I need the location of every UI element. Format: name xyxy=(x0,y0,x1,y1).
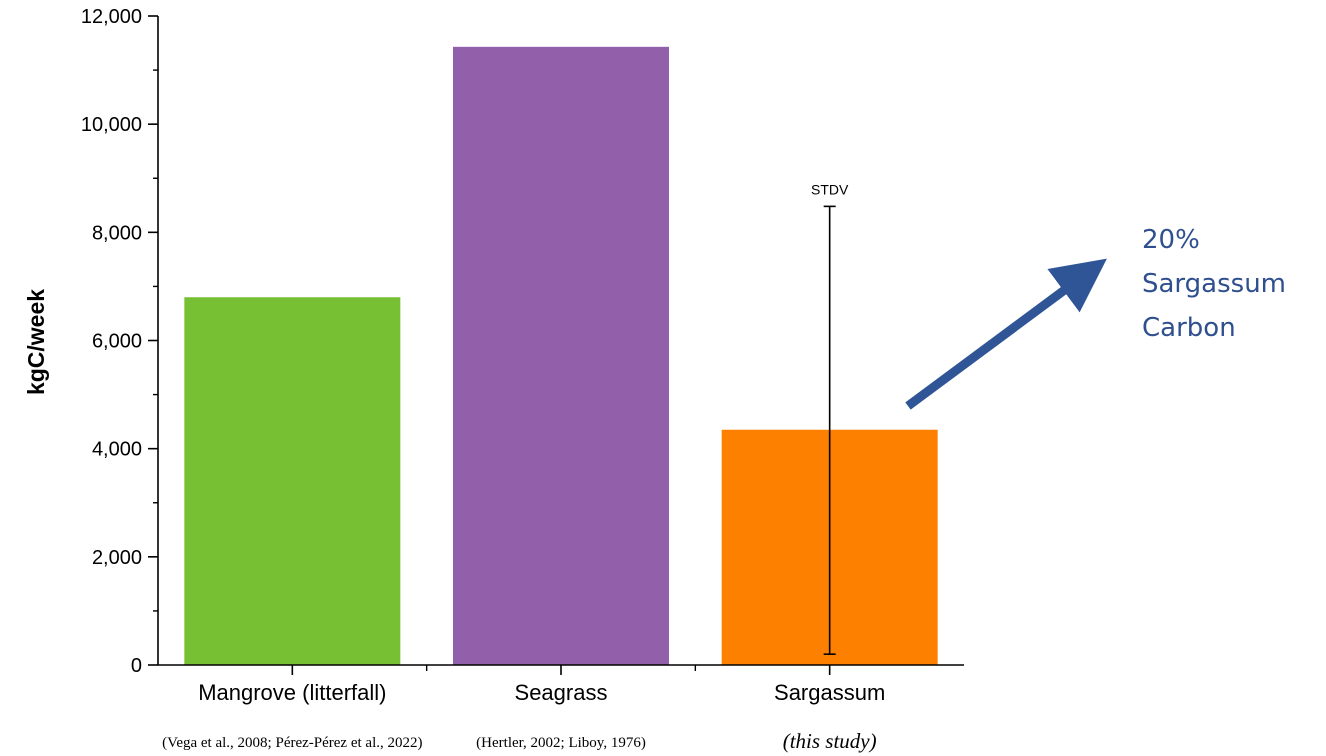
y-ticks-group: 0 2,000 4,000 6,000 8,000 10,000 12,000 xyxy=(81,6,158,677)
y-tick-label: 10,000 xyxy=(81,114,142,136)
source-label-seagrass: (Hertler, 2002; Liboy, 1976) xyxy=(476,735,646,751)
x-ticks-group xyxy=(291,665,831,675)
y-tick-label: 4,000 xyxy=(92,439,142,461)
y-tick-label: 12,000 xyxy=(81,6,142,28)
y-axis-label: kgC/week xyxy=(23,289,49,395)
annotation-line-1: 20% xyxy=(1142,225,1200,255)
bar-mangrove-litterfall xyxy=(184,297,401,665)
bar-seagrass xyxy=(453,46,669,665)
y-tick-label: 8,000 xyxy=(92,222,142,244)
bars-group xyxy=(184,46,938,665)
error-bar-label: STDV xyxy=(811,181,849,197)
category-label-seagrass: Seagrass xyxy=(515,680,608,705)
y-tick-label: 2,000 xyxy=(92,547,142,569)
source-label-mangrove: (Vega et al., 2008; Pérez-Pérez et al., … xyxy=(162,735,422,751)
arrow-icon xyxy=(905,258,1107,410)
category-label-sargassum: Sargassum xyxy=(774,680,885,705)
error-bar: STDV xyxy=(811,181,849,655)
y-tick-label: 6,000 xyxy=(92,331,142,353)
annotation-line-3: Carbon xyxy=(1142,313,1236,343)
category-label-mangrove: Mangrove (litterfall) xyxy=(198,680,386,705)
annotation-line-2: Sargassum xyxy=(1142,269,1286,299)
y-tick-label: 0 xyxy=(131,655,142,677)
source-label-sargassum: (this study) xyxy=(783,729,877,753)
